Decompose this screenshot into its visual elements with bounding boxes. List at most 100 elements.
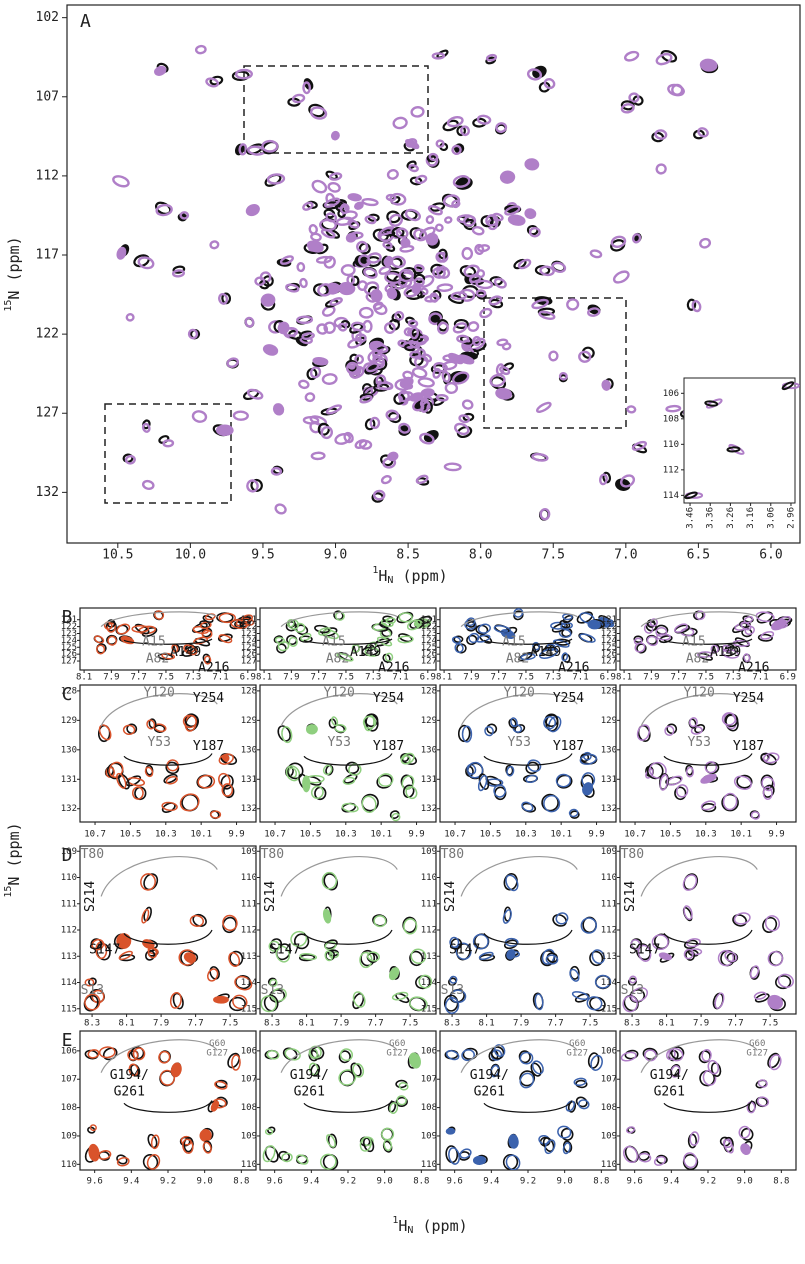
peak [561,652,569,662]
peak [683,1152,698,1169]
peak [361,795,377,814]
peak [322,201,340,210]
x-tick-label: 8.1 [616,673,632,683]
x-tick-label: 8.3 [444,1019,460,1029]
x-tick-label: 10.1 [370,830,392,840]
peak [637,1152,652,1163]
peak [322,629,340,640]
peak [526,68,543,81]
peak [704,761,718,774]
y-tick-label: 124 [421,636,437,646]
peak [560,1127,574,1141]
peak [209,966,220,980]
peak [346,274,355,286]
y-tick-label: 132 [61,804,77,814]
x-tick-label: 10.5 [480,830,502,840]
y-tick-label: 108 [421,1103,437,1113]
peak [182,714,197,729]
peak [398,268,414,283]
peak [409,950,424,967]
peak [172,265,186,274]
panel-frame [619,607,797,671]
peak [551,622,568,633]
peak [122,453,134,463]
spectrum [457,713,598,819]
peak [322,908,332,924]
peak [740,1143,751,1156]
peak [444,997,460,1014]
x-tick-label: 9.9 [408,830,424,840]
y-tick-label: 130 [61,745,77,755]
peak [264,1128,274,1136]
peak [435,251,446,263]
residue-label: S214 [83,881,98,912]
peak [171,644,179,653]
y-tick-label: 113 [61,952,77,962]
peak [296,261,306,273]
peak [324,950,334,962]
peak [620,1051,637,1062]
peak [668,1047,684,1062]
peak [147,947,158,959]
peak [468,274,482,283]
peak [347,219,360,229]
peak [659,774,669,791]
peak [171,269,185,278]
peak [169,991,182,1009]
peak [127,1049,139,1061]
peak [622,1145,639,1164]
peak [721,648,740,659]
peak [147,1133,158,1149]
peak [340,264,356,277]
residue-label: S13 [261,983,284,998]
peak [506,765,515,777]
peak [442,354,457,362]
x-tick-label: 10.1 [190,830,212,840]
peak [690,948,703,956]
panel-a-frame [66,4,801,544]
x-tick-label: 6.9 [240,673,256,683]
peak [116,246,127,260]
peak [755,611,775,623]
peak [493,277,507,289]
x-tick-label: 7.1 [392,673,408,683]
peak [309,106,328,120]
peak [724,713,739,728]
peak [628,92,640,103]
peak [354,354,365,365]
panel-label: B [62,607,73,628]
y-tick-label: 110 [421,873,437,883]
x-tick-label: 6.5 [687,548,710,563]
peak [552,914,567,927]
peak [359,395,373,404]
x-tick-label: 9.4 [303,1177,319,1187]
peak [201,629,213,639]
y-tick-label: 130 [421,745,437,755]
y-tick-label: 126 [421,650,437,660]
peak [721,712,737,726]
peak [365,362,380,373]
y-tick-label: 124 [601,636,617,646]
peak [545,954,559,965]
peak [543,715,557,730]
peak [163,773,178,784]
peak [116,772,127,789]
peak [710,1062,722,1078]
spectrum [84,1046,241,1170]
peak [691,300,702,313]
peak [485,53,498,62]
y-tick-label: 115 [601,1004,617,1014]
x-tick-label: 10.5 [660,830,682,840]
x-tick-label: 7.5 [222,1019,238,1029]
peak [478,951,494,960]
peak [623,50,640,62]
peak [91,938,105,951]
x-tick-label: 7.9 [643,673,659,683]
peak [199,621,212,630]
peak [205,77,220,88]
peak [302,775,311,793]
inset-frame [683,377,796,504]
peak [453,635,464,643]
peak [417,615,433,625]
peak [539,265,555,277]
